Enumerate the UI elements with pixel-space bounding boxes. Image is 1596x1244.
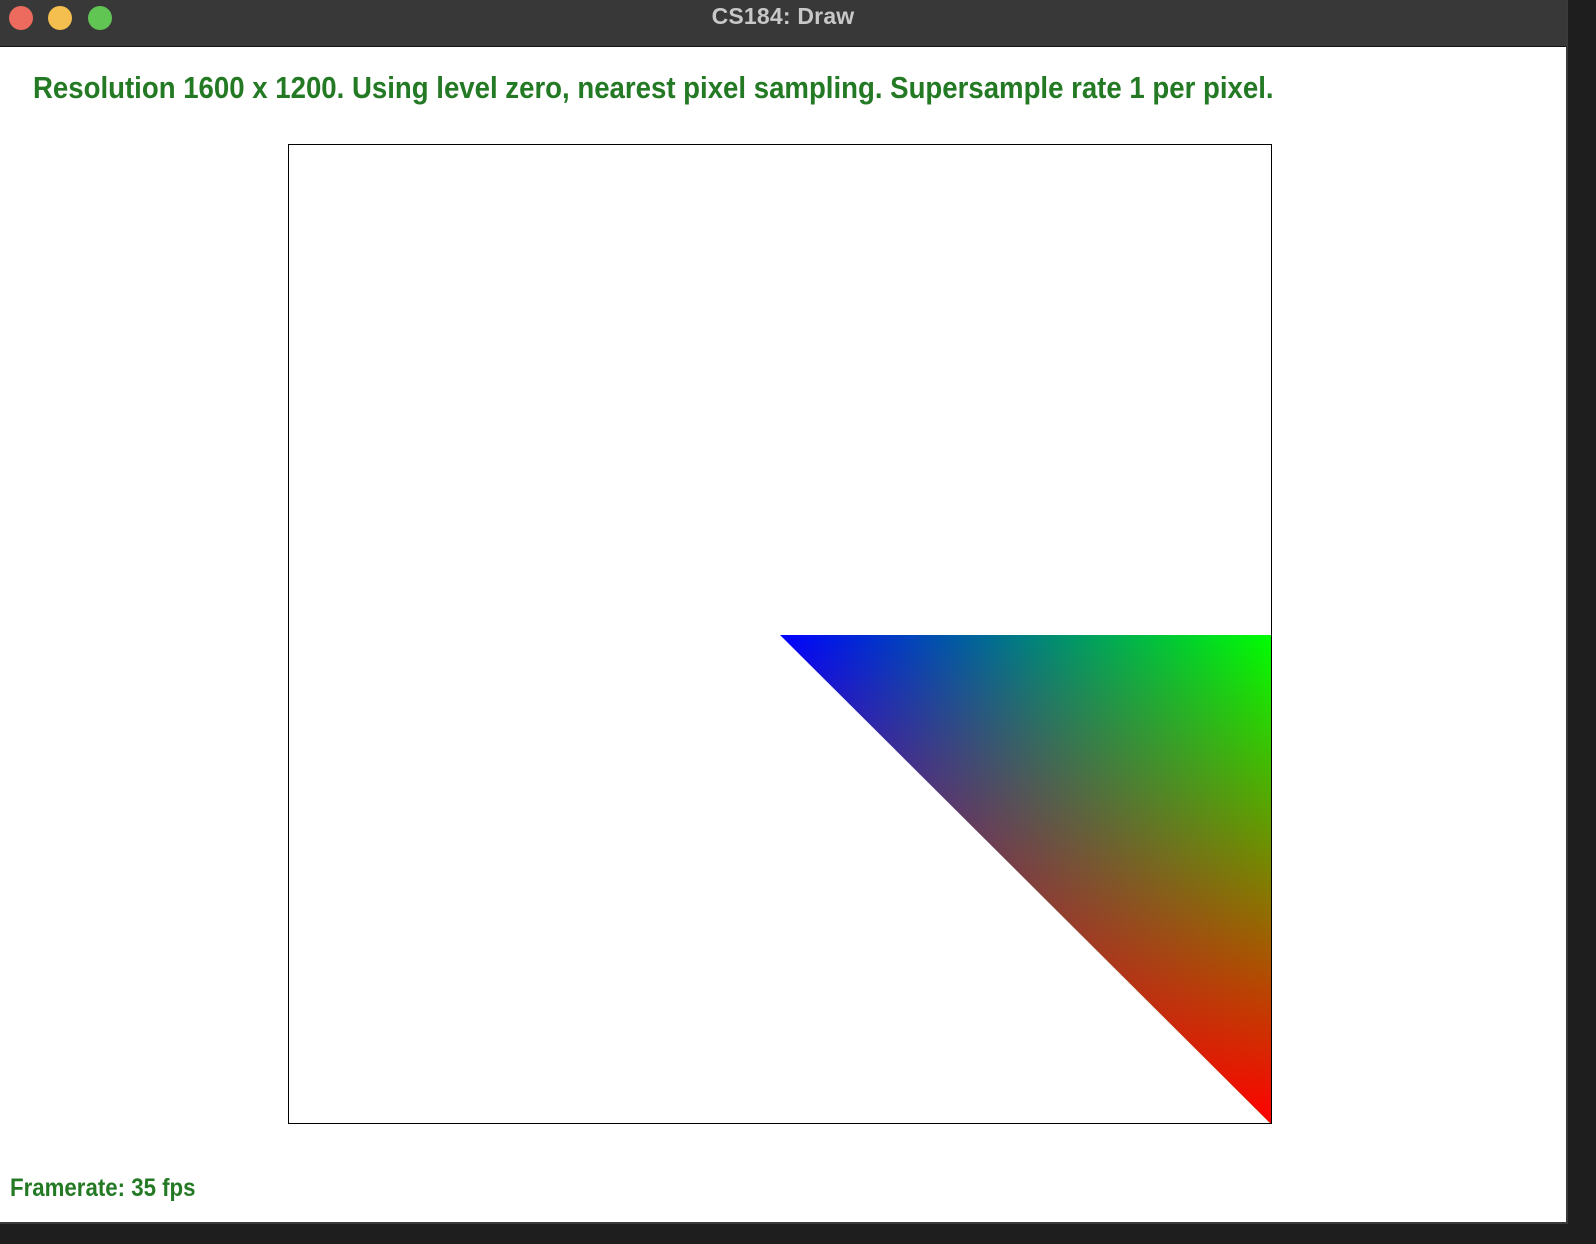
canvas-svg — [780, 635, 1271, 1123]
zoom-icon[interactable] — [88, 6, 112, 30]
close-icon[interactable] — [9, 6, 33, 30]
app-window: CS184: Draw Resolution 1600 x 1200. Usin… — [0, 0, 1568, 1224]
render-status-text: Resolution 1600 x 1200. Using level zero… — [33, 70, 1274, 105]
drawing-canvas[interactable] — [288, 144, 1272, 1124]
window-title: CS184: Draw — [711, 3, 855, 29]
title-bar[interactable]: CS184: Draw — [0, 0, 1566, 47]
minimize-icon[interactable] — [48, 6, 72, 30]
color-triangle-red-overlay — [780, 635, 1271, 1123]
framerate-text: Framerate: 35 fps — [10, 1174, 196, 1202]
